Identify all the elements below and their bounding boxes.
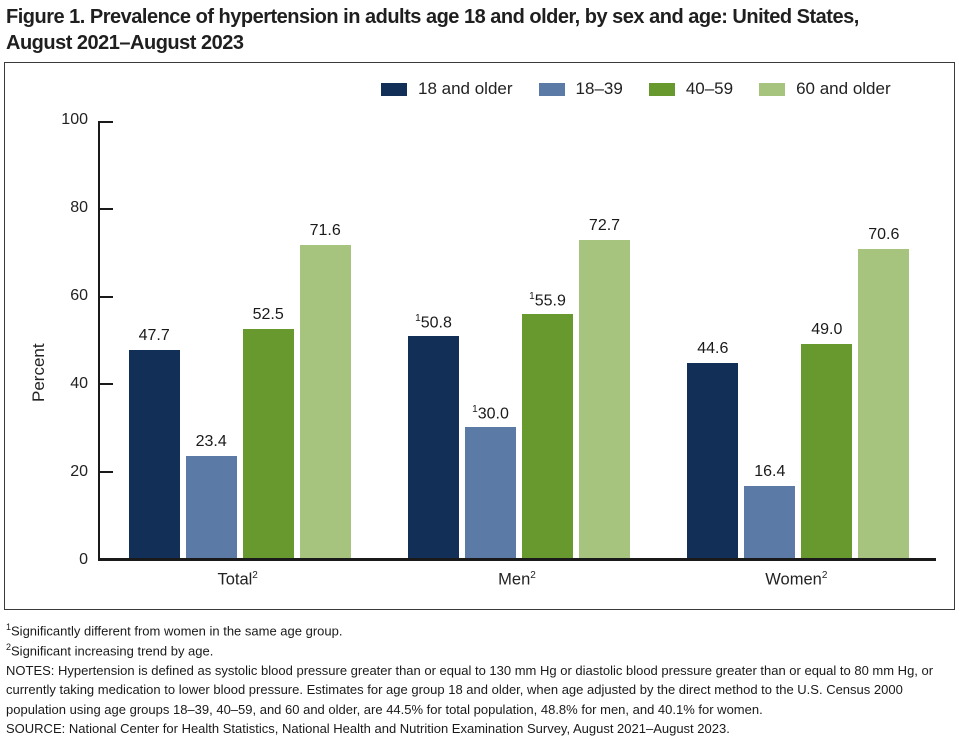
category-label-women: Women2 [765, 570, 828, 589]
category-label-men: Men2 [498, 570, 536, 589]
bar-value-label: 150.8 [415, 313, 452, 332]
legend-label: 18–39 [575, 79, 623, 98]
legend-item-1: 18–39 [538, 79, 623, 99]
bar-value-label: 52.5 [252, 305, 284, 323]
legend-swatch-icon [759, 82, 786, 96]
y-tick-mark [100, 121, 113, 123]
category-label-total: Total2 [217, 570, 258, 589]
legend-swatch-icon [538, 82, 565, 96]
chart-area: 18 and older 18–39 40–59 60 and older Perce… [4, 62, 955, 610]
bar-value-label: 47.7 [138, 326, 170, 344]
bar: 49.0 [801, 321, 853, 558]
figure-title: Figure 1. Prevalence of hypertension in … [6, 4, 954, 56]
legend-label: 60 and older [796, 79, 891, 98]
bar: 150.8 [408, 313, 459, 558]
bar: 23.4 [185, 433, 237, 558]
bar: 70.6 [858, 226, 910, 558]
figure-title-line2: August 2021–August 2023 [6, 32, 244, 54]
bar: 72.7 [579, 217, 630, 558]
bar: 130.0 [465, 404, 516, 558]
figure-title-line1: Figure 1. Prevalence of hypertension in … [6, 6, 859, 28]
legend-swatch-icon [648, 82, 675, 96]
bar: 52.5 [242, 306, 294, 558]
legend-swatch-icon [381, 82, 407, 96]
bar: 44.6 [687, 340, 739, 558]
y-tick-mark [100, 383, 113, 386]
legend-label: 40–59 [685, 79, 734, 98]
y-tick-mark [100, 208, 113, 211]
y-tick-label: 80 [70, 199, 88, 216]
bar-value-label: 23.4 [195, 432, 227, 450]
bar-group-total: 47.7 23.4 52.5 71.6 [128, 121, 351, 558]
bar-value-label: 16.4 [754, 463, 786, 481]
y-tick-label: 20 [70, 463, 88, 480]
footnote-line-1: 1Significantly different from women in t… [6, 622, 343, 639]
legend-item-3: 60 and older [759, 79, 891, 99]
bar-group-men: 150.8 130.0 155.9 72.7 [408, 121, 630, 558]
bar-value-label: 70.6 [868, 226, 900, 244]
bar-value-label: 71.6 [309, 222, 341, 240]
bar-value-label: 44.6 [697, 340, 729, 358]
legend-item-2: 40–59 [648, 79, 734, 99]
bar: 71.6 [299, 222, 351, 558]
y-tick-label: 100 [61, 111, 88, 128]
bar-value-label: 49.0 [811, 320, 843, 338]
y-tick-label: 60 [70, 287, 88, 304]
y-tick-mark [100, 470, 113, 473]
footnote-line-3: NOTES: Hypertension is defined as systol… [6, 662, 934, 717]
bar-value-label: 155.9 [529, 290, 566, 310]
bar: 47.7 [128, 327, 180, 558]
bar: 155.9 [522, 291, 573, 558]
bar-value-label: 72.7 [588, 217, 621, 235]
bar-group-women: 44.6 16.4 49.0 70.6 [687, 121, 910, 558]
plot-area: 47.7 23.4 52.5 71.6 150.8 130.0 155.9 72.7 44.6 1… [98, 121, 936, 561]
y-tick-label: 40 [70, 375, 88, 392]
legend: 18 and older 18–39 40–59 60 and older [381, 79, 891, 99]
footnote-line-2: 2Significant increasing trend by age. [6, 641, 214, 659]
footnotes: 1Significantly different from women in t… [6, 621, 954, 739]
bar: 16.4 [744, 463, 796, 558]
legend-label: 18 and older [418, 79, 513, 98]
bar-value-label: 130.0 [472, 403, 509, 423]
footnote-line-4: SOURCE: National Center for Health Stati… [6, 721, 730, 737]
y-tick-mark [100, 295, 113, 298]
y-axis-label: Percent [29, 343, 48, 403]
y-tick-label: 0 [79, 551, 88, 568]
legend-item-0: 18 and older [381, 79, 513, 99]
